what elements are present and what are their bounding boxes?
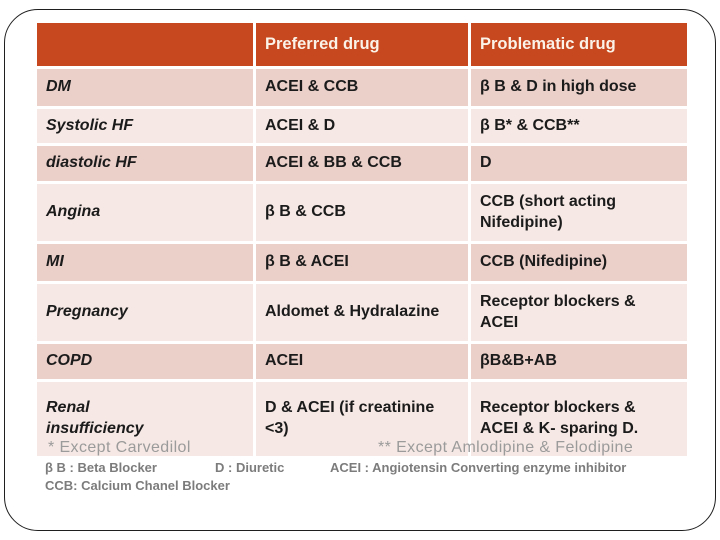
condition-cell: Renal insufficiency	[37, 382, 253, 456]
problematic-cell: Receptor blockers & ACEI	[471, 284, 687, 341]
slide-rounded-border	[3, 8, 716, 531]
table-row-mi: MI β B & ACEI CCB (Nifedipine)	[37, 244, 687, 281]
table-row-angina: Angina β B & CCB CCB (short acting Nifed…	[37, 184, 687, 241]
drug-comparison-table: Preferred drug Problematic drug DM ACEI …	[34, 20, 690, 459]
table-row-dm: DM ACEI & CCB β B & D in high dose	[37, 69, 687, 106]
preferred-cell: ACEI & BB & CCB	[256, 146, 468, 181]
abbrev-acei: ACEI : Angiotensin Converting enzyme inh…	[330, 460, 627, 475]
condition-cell: Pregnancy	[37, 284, 253, 341]
condition-cell: DM	[37, 69, 253, 106]
condition-cell: Systolic HF	[37, 109, 253, 143]
preferred-cell: ACEI	[256, 344, 468, 379]
table-row-diastolic-hf: diastolic HF ACEI & BB & CCB D	[37, 146, 687, 181]
abbrev-diuretic: D : Diuretic	[215, 460, 285, 475]
problematic-cell: βB&B+AB	[471, 344, 687, 379]
abbrev-beta-blocker: β B : Beta Blocker	[45, 460, 157, 475]
preferred-cell: ACEI & D	[256, 109, 468, 143]
header-cell-problematic: Problematic drug	[471, 23, 687, 66]
abbrev-ccb: CCB: Calcium Chanel Blocker	[45, 478, 230, 493]
problematic-cell: β B* & CCB**	[471, 109, 687, 143]
footnote-except-carvedilol: * Except Carvedilol	[48, 439, 191, 456]
problematic-cell: CCB (short acting Nifedipine)	[471, 184, 687, 241]
condition-cell: MI	[37, 244, 253, 281]
preferred-cell: D & ACEI (if creatinine <3)	[256, 382, 468, 456]
problematic-cell: Receptor blockers & ACEI & K- sparing D.	[471, 382, 687, 456]
table-row-systolic-hf: Systolic HF ACEI & D β B* & CCB**	[37, 109, 687, 143]
table-header-row: Preferred drug Problematic drug	[37, 23, 687, 66]
table-row-copd: COPD ACEI βB&B+AB	[37, 344, 687, 379]
condition-cell: Angina	[37, 184, 253, 241]
preferred-cell: β B & CCB	[256, 184, 468, 241]
preferred-cell: Aldomet & Hydralazine	[256, 284, 468, 341]
problematic-cell: CCB (Nifedipine)	[471, 244, 687, 281]
table-row-pregnancy: Pregnancy Aldomet & Hydralazine Receptor…	[37, 284, 687, 341]
table-row-renal-insufficiency: Renal insufficiency D & ACEI (if creatin…	[37, 382, 687, 456]
preferred-cell: ACEI & CCB	[256, 69, 468, 106]
preferred-cell: β B & ACEI	[256, 244, 468, 281]
problematic-cell: β B & D in high dose	[471, 69, 687, 106]
footnote-except-amlodipine-felodipine: ** Except Amlodipine & Felodipine	[378, 439, 634, 456]
problematic-cell: D	[471, 146, 687, 181]
header-cell-condition	[37, 23, 253, 66]
condition-cell: COPD	[37, 344, 253, 379]
condition-cell: diastolic HF	[37, 146, 253, 181]
header-cell-preferred: Preferred drug	[256, 23, 468, 66]
